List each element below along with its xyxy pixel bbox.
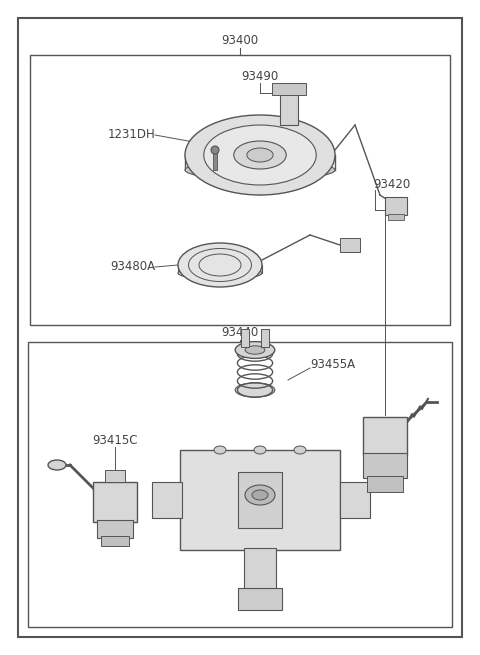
Bar	[272, 83, 306, 95]
Text: 1231DH: 1231DH	[107, 128, 155, 141]
Ellipse shape	[294, 446, 306, 454]
Bar	[238, 472, 282, 528]
Bar	[180, 450, 340, 550]
Bar	[105, 470, 125, 482]
Bar	[280, 85, 298, 125]
Bar	[238, 588, 282, 610]
Bar	[213, 150, 217, 170]
Bar	[93, 482, 137, 522]
Bar	[388, 214, 404, 220]
Text: 93415C: 93415C	[92, 434, 138, 447]
Ellipse shape	[185, 115, 335, 195]
Bar	[385, 197, 407, 215]
Ellipse shape	[211, 146, 219, 154]
Ellipse shape	[178, 267, 262, 280]
Ellipse shape	[252, 490, 268, 500]
Ellipse shape	[245, 485, 275, 505]
Bar	[363, 453, 407, 478]
Ellipse shape	[235, 383, 275, 397]
Ellipse shape	[235, 342, 275, 358]
Ellipse shape	[204, 125, 316, 185]
Bar	[261, 329, 269, 347]
Ellipse shape	[245, 346, 265, 354]
Bar	[340, 482, 370, 518]
Text: 93440: 93440	[221, 326, 259, 339]
Bar	[241, 329, 249, 347]
Bar	[97, 520, 133, 538]
Ellipse shape	[178, 243, 262, 287]
Bar	[30, 55, 450, 325]
Ellipse shape	[214, 446, 226, 454]
Ellipse shape	[48, 460, 66, 470]
Bar	[152, 482, 182, 518]
Ellipse shape	[247, 148, 273, 162]
Bar	[28, 342, 452, 627]
Bar	[363, 417, 407, 455]
Ellipse shape	[254, 446, 266, 454]
Bar	[340, 238, 360, 252]
Bar	[101, 536, 129, 546]
Bar	[367, 476, 403, 492]
Bar	[244, 548, 276, 590]
Text: 93480A: 93480A	[110, 261, 155, 274]
Ellipse shape	[185, 160, 335, 180]
Text: 93490: 93490	[241, 71, 278, 83]
Text: 93455A: 93455A	[310, 358, 355, 371]
Text: 93400: 93400	[221, 33, 259, 47]
Text: 93420: 93420	[373, 179, 410, 191]
Ellipse shape	[234, 141, 286, 169]
